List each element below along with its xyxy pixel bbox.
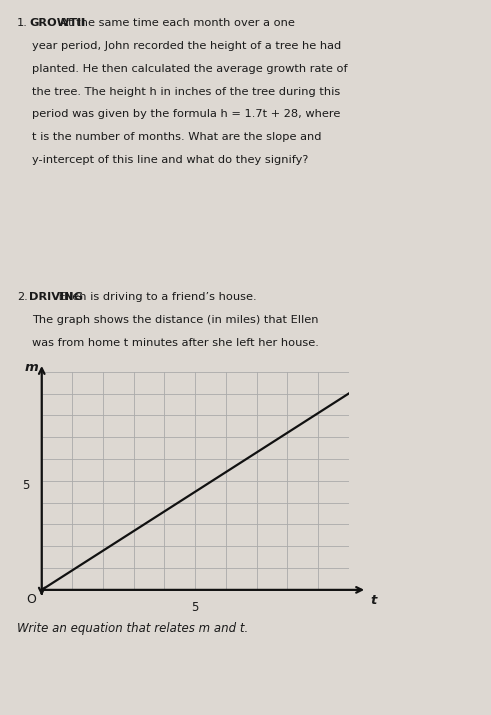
Text: O: O bbox=[26, 593, 36, 606]
Text: DRIVING: DRIVING bbox=[29, 292, 83, 302]
Text: year period, John recorded the height of a tree he had: year period, John recorded the height of… bbox=[32, 41, 341, 51]
Text: y-intercept of this line and what do they signify?: y-intercept of this line and what do the… bbox=[32, 155, 308, 165]
Text: Write an equation that relates m and t.: Write an equation that relates m and t. bbox=[17, 622, 248, 635]
Text: GROWTII: GROWTII bbox=[29, 18, 86, 28]
Text: 2.: 2. bbox=[17, 292, 28, 302]
Text: 5: 5 bbox=[22, 478, 29, 492]
Text: m: m bbox=[24, 361, 38, 374]
Text: t is the number of months. What are the slope and: t is the number of months. What are the … bbox=[32, 132, 322, 142]
Text: Ellen is driving to a friend’s house.: Ellen is driving to a friend’s house. bbox=[55, 292, 257, 302]
Text: period was given by the formula h = 1.7t + 28, where: period was given by the formula h = 1.7t… bbox=[32, 109, 340, 119]
Text: The graph shows the distance (in miles) that Ellen: The graph shows the distance (in miles) … bbox=[32, 315, 319, 325]
Text: the tree. The height h in inches of the tree during this: the tree. The height h in inches of the … bbox=[32, 87, 340, 97]
Text: 5: 5 bbox=[191, 601, 199, 613]
Text: 1.: 1. bbox=[17, 18, 28, 28]
Text: was from home t minutes after she left her house.: was from home t minutes after she left h… bbox=[32, 338, 319, 348]
Text: t: t bbox=[370, 594, 377, 607]
Text: planted. He then calculated the average growth rate of: planted. He then calculated the average … bbox=[32, 64, 348, 74]
Text: At the same time each month over a one: At the same time each month over a one bbox=[57, 18, 295, 28]
